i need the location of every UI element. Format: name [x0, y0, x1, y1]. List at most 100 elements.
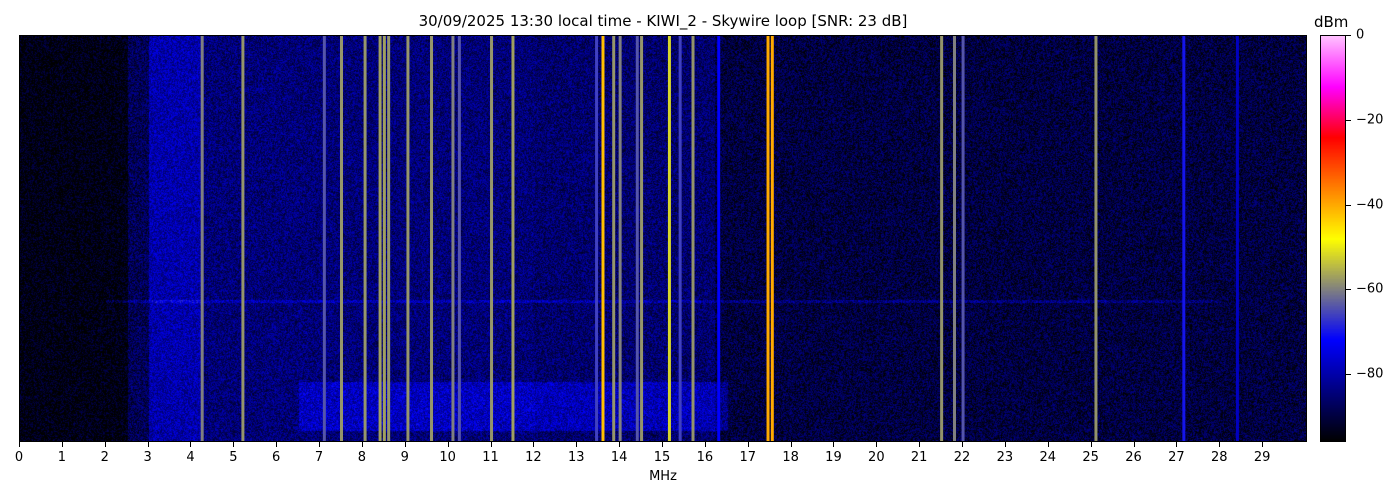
signal-carrier-15 [601, 36, 605, 441]
x-tick-label: 0 [14, 450, 24, 465]
x-tick-mark [190, 442, 192, 447]
x-tick-label: 20 [868, 450, 885, 465]
x-tick-mark [704, 442, 706, 447]
signal-carrier-20 [667, 36, 671, 441]
colorbar-tick-label: 0 [1356, 27, 1365, 43]
x-tick-mark [319, 442, 321, 447]
x-tick-mark [490, 442, 492, 447]
x-tick-mark [19, 442, 20, 447]
x-tick-label: 5 [229, 450, 238, 465]
signal-carrier-16 [612, 36, 616, 441]
x-tick-label: 17 [739, 450, 756, 465]
x-tick-label: 19 [825, 450, 842, 465]
x-tick-mark [533, 442, 535, 447]
x-tick-mark [1133, 442, 1135, 447]
signal-carrier-27 [952, 36, 956, 441]
signal-carrier-31 [1235, 36, 1239, 441]
x-tick-mark [576, 442, 578, 447]
x-tick-mark [104, 442, 106, 447]
x-tick-mark [1090, 442, 1092, 447]
x-tick-label: 15 [653, 450, 671, 465]
x-tick-mark [662, 442, 663, 447]
signal-carrier-9 [430, 36, 434, 441]
signal-carrier-1 [241, 36, 245, 441]
colorbar-tick-mark [1346, 374, 1351, 376]
signal-carrier-5 [378, 36, 382, 441]
x-tick-label: 3 [143, 450, 152, 465]
x-tick-mark [276, 442, 278, 447]
x-tick-mark [361, 442, 363, 447]
colorbar-tick-label: −20 [1356, 112, 1384, 128]
signal-carrier-19 [640, 36, 644, 441]
x-tick-mark [404, 442, 406, 447]
x-tick-label: 16 [696, 450, 714, 465]
signal-carrier-25 [770, 36, 774, 441]
signal-carrier-23 [717, 36, 721, 441]
x-tick-label: 23 [996, 450, 1014, 465]
colorbar-label: dBm [1314, 13, 1349, 31]
colorbar-tick-mark [1346, 204, 1351, 206]
x-tick-label: 18 [782, 450, 799, 465]
x-tick-label: 11 [482, 450, 499, 465]
x-tick-mark [919, 442, 921, 447]
colorbar-tick-mark [1346, 119, 1351, 121]
signal-carrier-22 [691, 36, 695, 441]
signal-carrier-18 [635, 36, 639, 441]
signal-carrier-26 [940, 36, 944, 441]
signal-carrier-7 [387, 36, 391, 441]
signal-carrier-8 [406, 36, 410, 441]
x-tick-label: 13 [567, 450, 585, 465]
x-tick-label: 21 [910, 450, 928, 465]
x-tick-label: 4 [186, 450, 195, 465]
x-tick-mark [747, 442, 749, 447]
colorbar-tick-label: −60 [1356, 281, 1384, 297]
colorbar [1320, 35, 1346, 442]
x-tick-label: 12 [525, 450, 542, 465]
signal-carrier-24 [766, 36, 770, 441]
x-tick-mark [1262, 442, 1264, 447]
colorbar-tick-mark [1346, 289, 1351, 291]
signal-carrier-21 [678, 36, 682, 441]
x-tick-label: 26 [1125, 450, 1142, 465]
signal-carrier-30 [1182, 36, 1186, 441]
x-axis-label: MHz [649, 469, 677, 484]
signal-carrier-13 [511, 36, 515, 441]
x-tick-mark [876, 442, 878, 447]
signal-carrier-28 [961, 36, 965, 441]
signal-carrier-29 [1094, 36, 1098, 441]
signal-carrier-11 [457, 36, 461, 441]
signal-carrier-4 [363, 36, 367, 441]
signal-carrier-0 [200, 36, 204, 441]
x-tick-label: 24 [1039, 450, 1057, 465]
x-tick-mark [619, 442, 621, 447]
waterfall-heatmap [20, 36, 1306, 441]
x-tick-label: 2 [100, 450, 109, 465]
x-tick-label: 29 [1253, 450, 1271, 465]
x-tick-label: 25 [1082, 450, 1099, 465]
x-tick-mark [1047, 442, 1049, 447]
signal-carrier-3 [340, 36, 343, 441]
x-tick-label: 28 [1210, 450, 1228, 465]
x-tick-label: 6 [272, 450, 281, 465]
x-tick-label: 22 [953, 450, 971, 465]
x-tick-mark [790, 442, 792, 447]
x-tick-mark [1004, 442, 1006, 447]
signal-layer [200, 36, 1239, 441]
x-tick-label: 8 [357, 450, 367, 465]
x-tick-mark [833, 442, 835, 447]
signal-carrier-10 [451, 36, 455, 441]
colorbar-tick-mark [1346, 35, 1351, 36]
x-tick-label: 27 [1168, 450, 1185, 465]
x-tick-label: 14 [610, 450, 628, 465]
waterfall-plot-area [19, 35, 1307, 442]
x-tick-label: 9 [400, 450, 409, 465]
signal-carrier-17 [618, 36, 622, 441]
x-tick-mark [962, 442, 964, 447]
x-tick-mark [147, 442, 149, 447]
chart-title: 30/09/2025 13:30 local time - KIWI_2 - S… [418, 12, 908, 30]
x-tick-mark [233, 442, 235, 447]
signal-carrier-12 [490, 36, 494, 441]
signal-carrier-6 [382, 36, 386, 441]
colorbar-tick-label: −40 [1356, 197, 1384, 213]
